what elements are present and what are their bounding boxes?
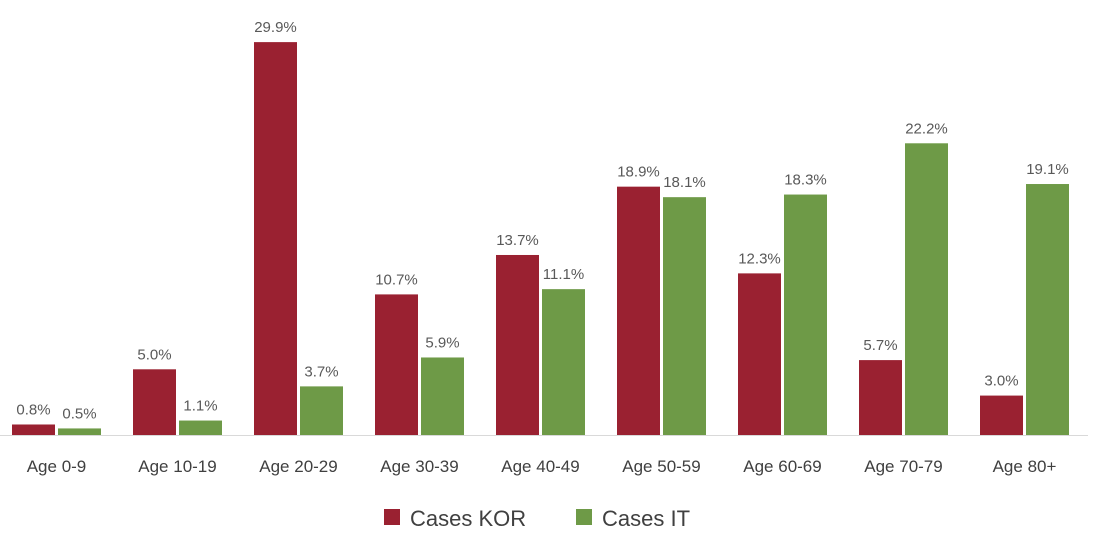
bar-kor [859, 360, 902, 435]
bar-it [1026, 184, 1069, 435]
bar-it [58, 428, 101, 435]
x-tick-label: Age 20-29 [259, 457, 337, 476]
data-label: 11.1% [543, 266, 584, 283]
x-tick-label: Age 60-69 [743, 457, 821, 476]
legend: Cases KOR Cases IT [384, 506, 690, 531]
bar-it [784, 194, 827, 435]
data-label: 5.0% [137, 346, 171, 363]
data-label: 29.9% [254, 19, 297, 36]
bar-kor [375, 294, 418, 435]
bar-it [542, 289, 585, 435]
bar-kor [12, 424, 55, 435]
bar-kor [254, 42, 297, 435]
bar-kor [738, 273, 781, 435]
legend-swatch-kor [384, 509, 400, 525]
x-tick-label: Age 0-9 [27, 457, 87, 476]
data-label: 3.7% [304, 363, 338, 380]
data-label: 13.7% [496, 232, 539, 249]
bar-kor [617, 186, 660, 435]
data-label: 12.3% [738, 250, 781, 267]
x-tick-label: Age 40-49 [501, 457, 579, 476]
bar-kor [133, 369, 176, 435]
x-tick-label: Age 30-39 [380, 457, 458, 476]
data-label: 1.1% [183, 398, 217, 415]
x-tick-label: Age 70-79 [864, 457, 942, 476]
bar-it [300, 386, 343, 435]
bar-it [663, 197, 706, 435]
data-label: 22.2% [905, 120, 948, 137]
data-label: 3.0% [984, 373, 1018, 390]
data-label: 19.1% [1026, 161, 1069, 178]
bar-kor [496, 254, 539, 435]
bar-it [905, 143, 948, 436]
data-label: 18.9% [617, 164, 660, 181]
x-tick-label: Age 80+ [993, 457, 1057, 476]
data-label: 5.9% [425, 334, 459, 351]
x-tick-label: Age 10-19 [138, 457, 216, 476]
legend-label-it: Cases IT [602, 506, 690, 531]
bar-it [179, 420, 222, 435]
x-tick-label: Age 50-59 [622, 457, 700, 476]
bar-kor [980, 395, 1023, 435]
data-label: 0.5% [62, 405, 96, 422]
legend-label-kor: Cases KOR [410, 506, 526, 531]
bar-it [421, 357, 464, 435]
legend-swatch-it [576, 509, 592, 525]
data-label: 10.7% [375, 271, 418, 288]
data-label: 18.3% [784, 172, 827, 189]
data-label: 5.7% [863, 337, 897, 354]
data-label: 18.1% [663, 174, 706, 191]
data-label: 0.8% [16, 401, 50, 418]
